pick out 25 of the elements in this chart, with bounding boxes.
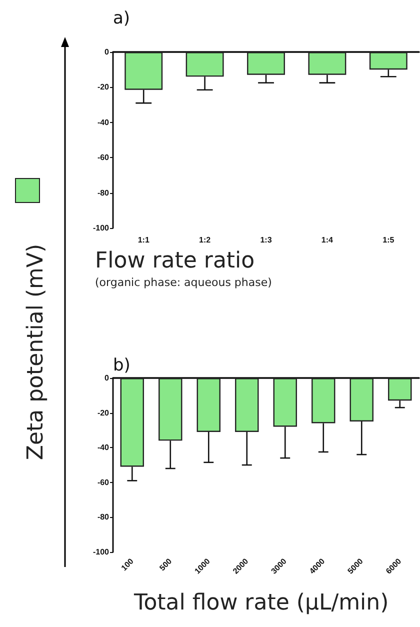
y-tick-label: -40	[97, 118, 110, 127]
y-tick-label: -100	[92, 548, 110, 556]
x-tick-label: 1:3	[260, 236, 272, 244]
y-tick-label: -80	[97, 512, 110, 522]
chart-title: a)	[113, 8, 130, 28]
y-tick-label: -60	[97, 478, 110, 487]
x-axis-title: Total flow rate (µL/min)	[133, 590, 389, 616]
x-axis-title: Flow rate ratio	[95, 248, 255, 274]
x-tick-label: 1:1	[138, 236, 150, 244]
y-tick-label: -20	[97, 408, 110, 418]
x-tick-label: 100	[120, 556, 136, 573]
text: (organic phase: aqueous phase)	[95, 276, 272, 289]
y-tick-label: 0	[104, 48, 110, 56]
y-tick-label: -60	[97, 153, 110, 162]
x-tick-label: 1:4	[321, 236, 334, 244]
chart-title: b)	[113, 356, 130, 376]
x-tick-label: 1:5	[382, 236, 395, 244]
y-tick-label: -80	[97, 188, 110, 198]
x-tick-label: 1:2	[199, 236, 212, 244]
y-tick-label: 0	[104, 374, 110, 382]
y-tick-label: -20	[97, 82, 110, 92]
y-tick-label: -100	[92, 224, 110, 232]
y-tick-label: -40	[97, 443, 110, 452]
y-axis-title: Zeta potential (mV)	[24, 244, 48, 460]
x-tick-label: 500	[158, 556, 174, 573]
